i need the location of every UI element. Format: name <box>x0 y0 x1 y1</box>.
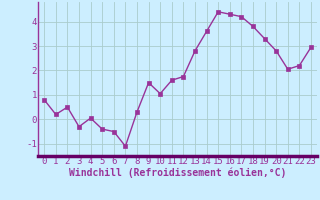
X-axis label: Windchill (Refroidissement éolien,°C): Windchill (Refroidissement éolien,°C) <box>69 168 286 178</box>
